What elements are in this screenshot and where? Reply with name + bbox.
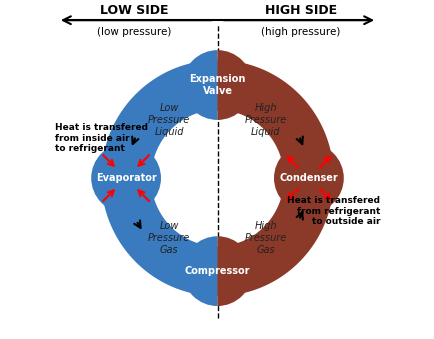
Text: (high pressure): (high pressure) bbox=[260, 27, 339, 37]
Text: Expansion
Valve: Expansion Valve bbox=[189, 74, 245, 96]
Text: Condenser: Condenser bbox=[279, 173, 338, 183]
Text: High
Pressure
Liquid: High Pressure Liquid bbox=[244, 103, 286, 137]
Wedge shape bbox=[217, 50, 252, 120]
Wedge shape bbox=[217, 236, 252, 306]
Circle shape bbox=[273, 143, 343, 213]
Text: Heat is transfered
from refrigerant
to outside air: Heat is transfered from refrigerant to o… bbox=[287, 196, 379, 226]
Text: (low pressure): (low pressure) bbox=[97, 27, 171, 37]
PathPatch shape bbox=[101, 60, 217, 296]
Text: Compressor: Compressor bbox=[184, 266, 250, 276]
Text: HIGH SIDE: HIGH SIDE bbox=[264, 4, 336, 17]
PathPatch shape bbox=[217, 60, 333, 296]
Circle shape bbox=[91, 143, 161, 213]
Wedge shape bbox=[182, 50, 217, 120]
Wedge shape bbox=[182, 236, 217, 306]
Text: Evaporator: Evaporator bbox=[95, 173, 156, 183]
Text: Low
Pressure
Liquid: Low Pressure Liquid bbox=[148, 103, 190, 137]
Text: Heat is transfered
from inside air
to refrigerant: Heat is transfered from inside air to re… bbox=[55, 123, 147, 153]
Text: Low
Pressure
Gas: Low Pressure Gas bbox=[148, 221, 190, 255]
Text: LOW SIDE: LOW SIDE bbox=[100, 4, 168, 17]
Text: High
Pressure
Gas: High Pressure Gas bbox=[244, 221, 286, 255]
